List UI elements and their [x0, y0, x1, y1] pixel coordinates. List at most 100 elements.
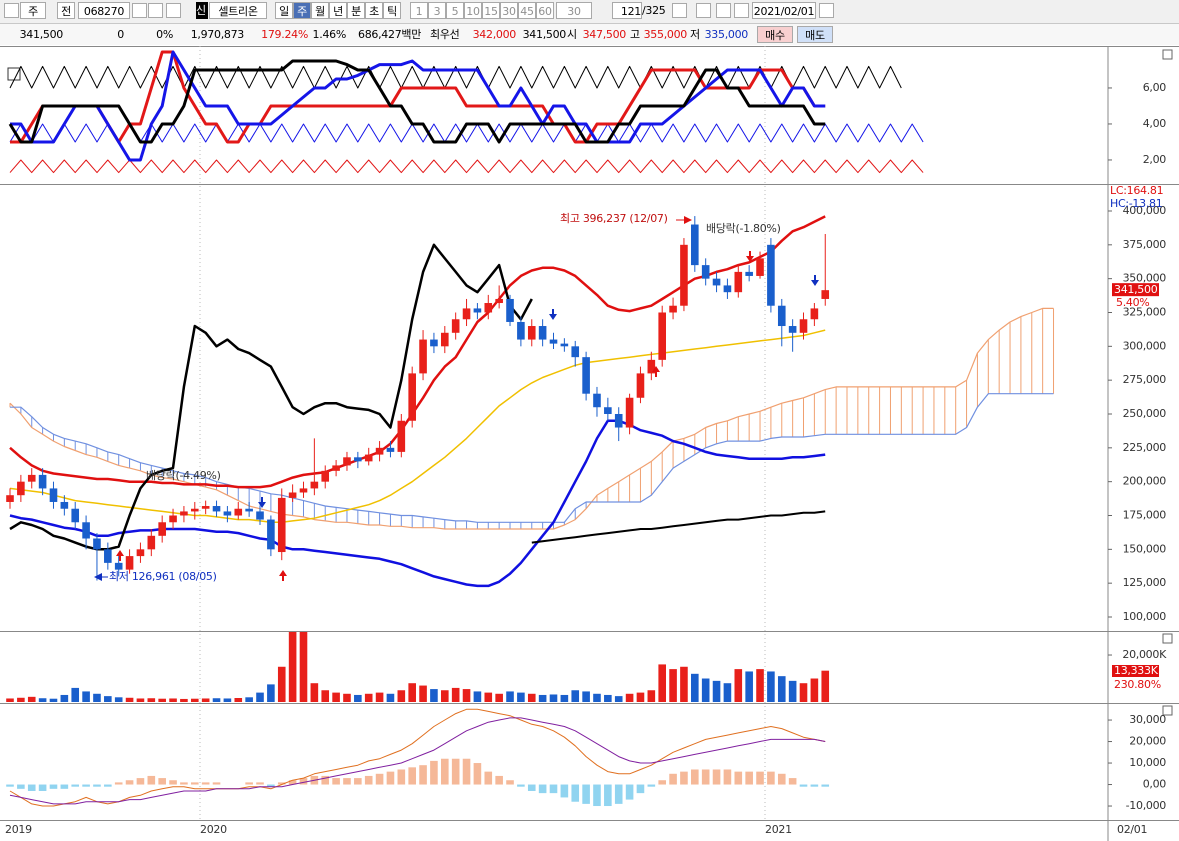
calendar-button[interactable] — [819, 3, 834, 18]
indicator-line — [9, 329, 826, 524]
tool-button[interactable] — [672, 3, 687, 18]
volume-bar — [343, 693, 351, 702]
macd-histogram-bar — [60, 784, 69, 789]
interval-input[interactable]: 30 — [556, 2, 592, 19]
volume-bar — [147, 698, 156, 702]
interval-button[interactable]: 45 — [518, 2, 536, 19]
buy-arrow — [116, 550, 124, 561]
quote-change-rate: 0% — [156, 28, 173, 41]
candle-body — [788, 326, 797, 333]
search-button[interactable] — [148, 3, 163, 18]
volume-bar — [104, 696, 112, 702]
candle-body — [245, 508, 253, 512]
macd-histogram-bar — [354, 778, 362, 785]
interval-button[interactable]: 5 — [446, 2, 464, 19]
candle-body — [451, 319, 460, 333]
sell-button[interactable]: 매도 — [797, 26, 833, 43]
annotation-arrow — [94, 573, 102, 581]
quote-best-ask: 342,000 — [472, 28, 516, 41]
quote-change: 0 — [117, 28, 124, 41]
stock-name[interactable]: 셀트리온 — [209, 2, 267, 19]
macd-histogram-bar — [604, 784, 612, 807]
indicator-line — [10, 50, 826, 144]
y-tick-label: 225,000 — [1123, 441, 1167, 454]
low-annotation: 최저 126,961 (08/05) — [109, 570, 217, 583]
macd-histogram-bar — [82, 784, 90, 787]
volume-bar — [245, 697, 253, 702]
macd-histogram-bar — [691, 769, 699, 785]
save-button[interactable] — [716, 3, 731, 18]
interval-button[interactable]: 10 — [464, 2, 482, 19]
market-select[interactable]: 주 — [20, 2, 46, 19]
volume-bar — [49, 698, 58, 702]
macd-histogram-bar — [288, 780, 297, 785]
volume-bar — [625, 693, 634, 702]
volume-bar — [745, 671, 753, 702]
candle-body — [756, 258, 764, 276]
mode-select[interactable]: 전 — [57, 2, 75, 19]
period-button[interactable]: 초 — [365, 2, 383, 19]
count-input[interactable]: 121 — [612, 2, 642, 19]
volume-bar — [60, 694, 69, 702]
volume-bar — [734, 669, 743, 702]
interval-button[interactable]: 60 — [536, 2, 554, 19]
candle-body — [701, 265, 710, 279]
sound-button[interactable] — [166, 3, 181, 18]
volume-bar — [299, 632, 308, 702]
window-icon-button[interactable] — [4, 3, 19, 18]
buy-button[interactable]: 매수 — [757, 26, 793, 43]
volume-bar — [680, 666, 688, 702]
candle-body — [593, 393, 601, 408]
volume-last-box — [1112, 665, 1159, 677]
candle-body — [310, 481, 319, 489]
tool-button[interactable] — [696, 3, 711, 18]
date-input[interactable]: 2021/02/01 — [752, 2, 816, 19]
period-button[interactable]: 월 — [311, 2, 329, 19]
volume-bar — [582, 691, 590, 702]
candle-body — [234, 508, 243, 516]
y-tick-label: 350,000 — [1123, 272, 1167, 285]
macd-histogram-bar — [136, 778, 145, 785]
panel-menu-icon[interactable] — [1162, 633, 1173, 644]
volume-bar — [256, 692, 264, 702]
candle-body — [114, 562, 123, 570]
interval-button[interactable]: 15 — [482, 2, 500, 19]
macd-histogram-bar — [190, 782, 199, 785]
interval-button[interactable]: 3 — [428, 2, 446, 19]
interval-button[interactable]: 30 — [500, 2, 518, 19]
y-tick-label: 4,00 — [1143, 117, 1167, 130]
candle-body — [734, 271, 743, 293]
volume-bar — [310, 683, 319, 702]
period-button[interactable]: 틱 — [383, 2, 401, 19]
interval-button[interactable]: 1 — [410, 2, 428, 19]
indicator-line — [8, 59, 826, 144]
volume-bar — [517, 692, 525, 702]
candle-body — [691, 224, 699, 266]
settings-button[interactable] — [734, 3, 749, 18]
candle-body — [27, 474, 36, 482]
period-button[interactable]: 년 — [329, 2, 347, 19]
period-button[interactable]: 분 — [347, 2, 365, 19]
code-input[interactable]: 068270 — [78, 2, 130, 19]
candle-body — [560, 343, 569, 347]
volume-bar — [756, 669, 764, 702]
candle-body — [17, 481, 25, 496]
candle-body — [571, 346, 580, 358]
macd-histogram-bar — [17, 784, 25, 789]
candle-body — [614, 413, 623, 428]
period-button[interactable]: 일 — [275, 2, 293, 19]
macd-histogram-bar — [712, 769, 721, 785]
macd-histogram-bar — [680, 771, 688, 785]
y-tick-label: 20,000K — [1122, 648, 1167, 661]
macd-histogram-bar — [821, 784, 830, 787]
candle-body — [625, 397, 634, 428]
panel-menu-icon[interactable] — [1162, 49, 1173, 60]
panel-menu-icon[interactable] — [1162, 705, 1173, 716]
volume-bar — [6, 698, 14, 702]
y-tick-label: 325,000 — [1123, 305, 1167, 318]
indicator-line — [9, 159, 924, 174]
volume-bar — [571, 690, 580, 702]
period-button[interactable]: 주 — [293, 2, 311, 19]
candle-body — [767, 244, 775, 306]
dropdown-button[interactable] — [132, 3, 147, 18]
